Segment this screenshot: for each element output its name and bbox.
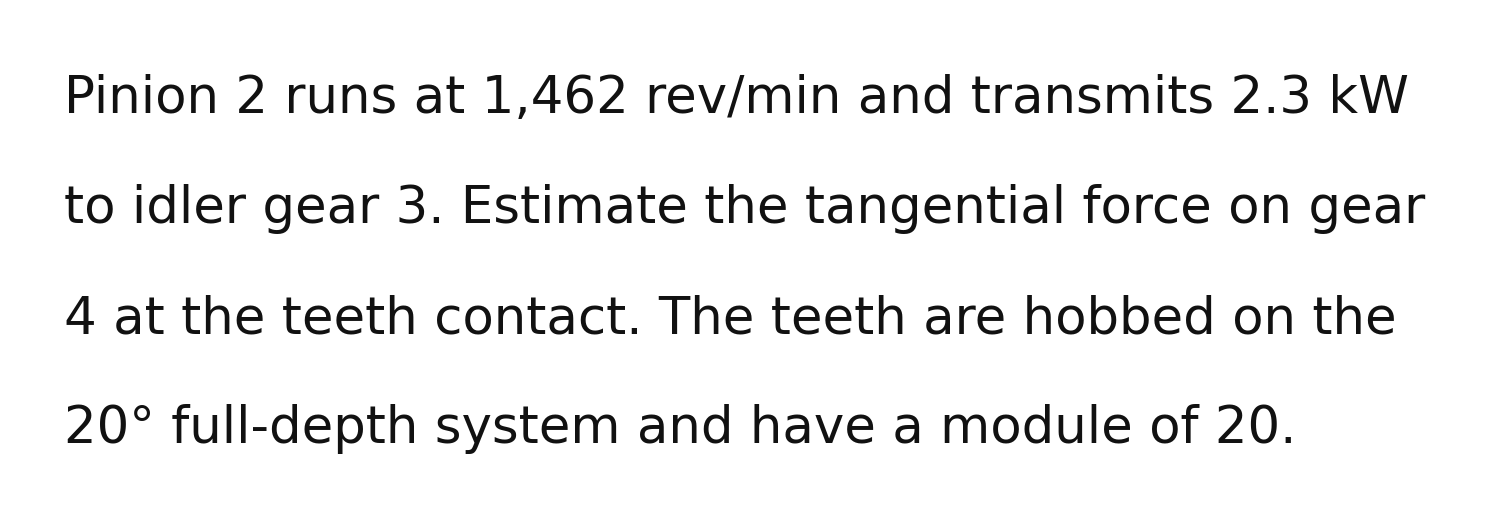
Text: to idler gear 3. Estimate the tangential force on gear: to idler gear 3. Estimate the tangential… (64, 184, 1425, 234)
Text: 4 at the teeth contact. The teeth are hobbed on the: 4 at the teeth contact. The teeth are ho… (64, 294, 1396, 345)
Text: Pinion 2 runs at 1,462 rev/min and transmits 2.3 kW: Pinion 2 runs at 1,462 rev/min and trans… (64, 74, 1410, 124)
Text: 20° full-depth system and have a module of 20.: 20° full-depth system and have a module … (64, 404, 1298, 455)
